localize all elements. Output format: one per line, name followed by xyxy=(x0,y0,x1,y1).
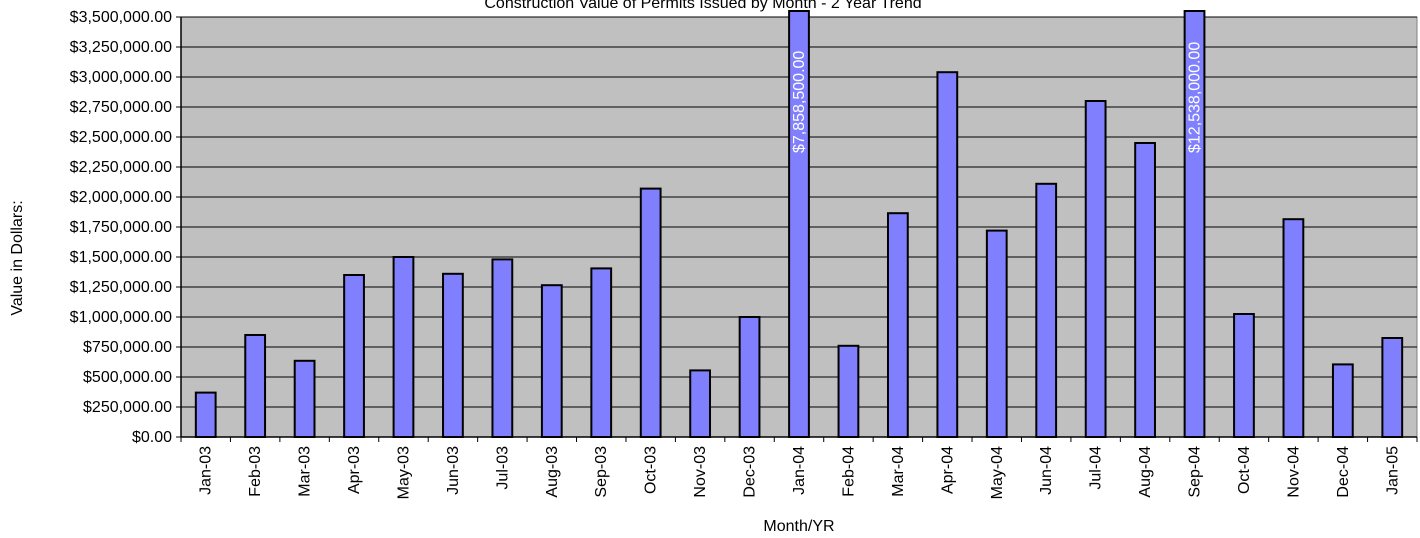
bars xyxy=(194,10,1404,439)
x-tick-label: Oct-04 xyxy=(1236,446,1253,494)
x-tick-label: Jul-03 xyxy=(494,446,511,490)
bar xyxy=(392,256,415,438)
bar xyxy=(194,391,217,439)
y-tick-label: $750,000.00 xyxy=(83,339,172,356)
data-label: $12,538,000.00 xyxy=(1187,42,1204,153)
x-tick-label: Oct-03 xyxy=(643,446,660,494)
bar xyxy=(886,212,909,438)
x-tick-label: Apr-04 xyxy=(939,446,956,494)
x-tick-label: Jan-04 xyxy=(791,446,808,495)
axes xyxy=(176,16,1418,442)
x-tick-label: Jun-03 xyxy=(445,446,462,495)
bar xyxy=(491,258,514,438)
bar xyxy=(540,284,563,439)
bar xyxy=(1282,218,1305,438)
x-tick-label: Sep-03 xyxy=(593,446,610,498)
y-tick-label: $1,750,000.00 xyxy=(70,219,172,236)
bar xyxy=(1134,142,1156,438)
y-tick-label: $3,000,000.00 xyxy=(70,69,172,86)
x-tick-labels: Jan-03 Feb-03 Mar-03 Apr-03 May-03 Jun-03 Jul-… xyxy=(198,446,1402,499)
bar xyxy=(936,71,959,438)
bar xyxy=(837,344,860,438)
data-label: $7,858,500.00 xyxy=(791,51,808,153)
bar xyxy=(1331,363,1354,438)
x-tick-label: Aug-03 xyxy=(544,446,561,498)
bar xyxy=(293,359,316,438)
bar xyxy=(689,369,712,438)
y-tick-label: $500,000.00 xyxy=(83,369,172,386)
x-tick-label: May-03 xyxy=(395,446,412,499)
y-tick-label: $0.00 xyxy=(132,429,172,446)
x-tick-label: Aug-04 xyxy=(1137,446,1154,498)
x-tick-label: Nov-04 xyxy=(1285,446,1302,498)
bar xyxy=(1035,182,1058,438)
bar xyxy=(639,187,662,438)
x-tick-label: Jan-03 xyxy=(198,446,215,495)
y-tick-label: $3,250,000.00 xyxy=(70,39,172,56)
bar xyxy=(1084,100,1107,438)
y-tick-label: $3,500,000.00 xyxy=(70,9,172,26)
y-tick-label: $2,000,000.00 xyxy=(70,189,172,206)
x-tick-label: Jan-05 xyxy=(1384,446,1401,495)
y-tick-label: $250,000.00 xyxy=(83,399,172,416)
x-tick-label: Dec-04 xyxy=(1335,446,1352,498)
x-tick-label: Dec-03 xyxy=(742,446,759,498)
y-tick-labels: $0.00 $250,000.00 $500,000.00 $750,000.00 $1… xyxy=(70,9,172,446)
x-tick-label: May-04 xyxy=(989,446,1006,499)
bar xyxy=(442,272,464,438)
data-labels: $7,858,500.00 $12,538,000.00 xyxy=(791,42,1204,153)
bar xyxy=(590,267,613,438)
bar xyxy=(738,316,761,438)
y-axis-title: Value in Dollars: xyxy=(9,200,26,315)
bar xyxy=(985,229,1008,438)
x-axis-title: Month/YR xyxy=(763,518,834,535)
bar xyxy=(1233,313,1255,438)
x-tick-label: Jun-04 xyxy=(1038,446,1055,495)
chart-title: Construction Value of Permits Issued by … xyxy=(484,0,921,12)
bar xyxy=(343,274,365,438)
x-tick-label: Mar-04 xyxy=(890,446,907,497)
y-tick-label: $1,500,000.00 xyxy=(70,249,172,266)
y-tick-label: $1,000,000.00 xyxy=(70,309,172,326)
x-tick-label: Mar-03 xyxy=(297,446,314,497)
x-tick-label: Apr-03 xyxy=(346,446,363,494)
x-tick-label: Feb-04 xyxy=(840,446,857,497)
y-tick-label: $2,750,000.00 xyxy=(70,99,172,116)
x-tick-label: Jul-04 xyxy=(1088,446,1105,490)
y-tick-label: $2,500,000.00 xyxy=(70,129,172,146)
x-tick-label: Feb-03 xyxy=(247,446,264,497)
bar xyxy=(244,334,267,438)
x-tick-label: Sep-04 xyxy=(1187,446,1204,498)
y-tick-label: $2,250,000.00 xyxy=(70,159,172,176)
x-tick-label: Nov-03 xyxy=(692,446,709,498)
bar xyxy=(1381,337,1404,438)
y-tick-label: $1,250,000.00 xyxy=(70,279,172,296)
